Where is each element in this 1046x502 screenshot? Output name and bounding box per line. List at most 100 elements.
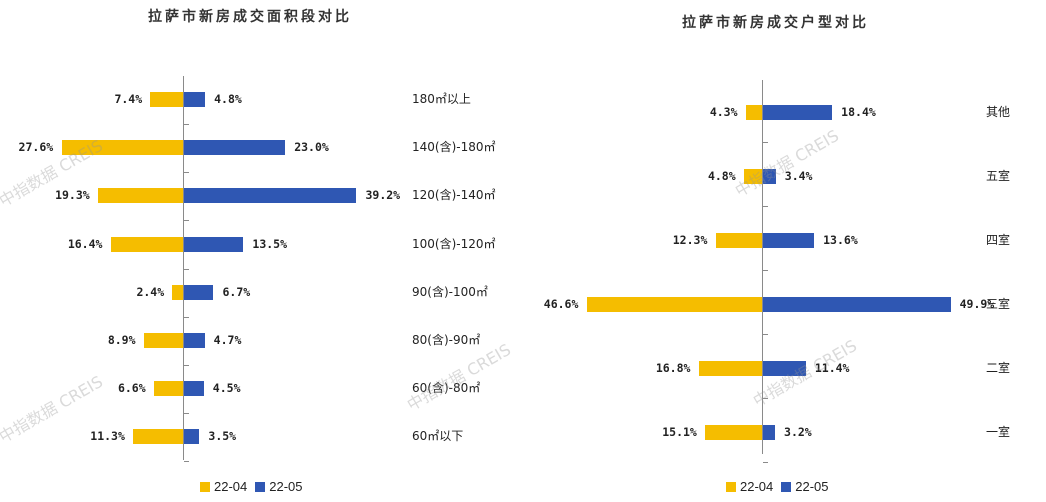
value-label-22-05: 11.4% [814, 361, 850, 375]
value-label-22-04: 12.3% [672, 233, 708, 247]
bar-22-04 [110, 236, 183, 252]
category-label: 90(含)-100㎡ [412, 284, 488, 299]
value-label-22-04: 15.1% [662, 425, 697, 439]
category-label: 一室 [986, 425, 1011, 439]
legend-swatch-22-04 [726, 481, 736, 492]
bar-22-05 [184, 333, 205, 348]
value-label-22-04: 16.4% [67, 236, 103, 251]
value-label-22-05: 39.2% [365, 188, 401, 203]
bar-22-04 [586, 297, 762, 312]
axis-tick [763, 270, 768, 271]
category-label: 其他 [986, 105, 1011, 119]
value-label-22-05: 4.5% [212, 381, 241, 396]
axis-tick [184, 316, 189, 318]
category-label: 120(含)-140㎡ [412, 188, 496, 203]
value-label-22-04: 16.8% [655, 361, 691, 375]
bar-22-04 [715, 233, 762, 248]
axis-tick [184, 461, 189, 463]
bar-22-05 [184, 284, 214, 300]
value-label-22-04: 11.3% [90, 429, 125, 444]
value-label-22-05: 3.2% [784, 425, 812, 439]
bar-22-04 [698, 361, 762, 376]
y-axis [183, 76, 184, 460]
value-label-22-04: 4.3% [709, 105, 738, 119]
category-label: 四室 [986, 233, 1011, 247]
legend-swatch-22-05 [255, 481, 266, 492]
y-axis [762, 80, 763, 454]
bar-22-05 [184, 92, 206, 107]
axis-tick [763, 462, 768, 463]
axis-tick [763, 334, 768, 335]
value-label-22-05: 23.0% [294, 140, 329, 155]
axis-tick [184, 268, 189, 270]
category-label: 140(含)-180㎡ [412, 140, 496, 155]
category-label: 80(含)-90㎡ [412, 333, 481, 347]
axis-tick [184, 413, 189, 415]
bar-22-04 [743, 169, 762, 184]
axis-tick [184, 172, 189, 174]
legend-swatch-22-04 [200, 481, 210, 492]
bar-22-04 [745, 105, 762, 120]
value-label-22-04: 27.6% [18, 140, 54, 155]
value-label-22-04: 8.9% [107, 333, 136, 347]
unit-type-chart: 拉萨市新房成交户型对比 4.3% 18.4% 其他 4.8% 3.4% 五室 12.3% 13… [520, 0, 1046, 502]
value-label-22-05: 18.4% [841, 105, 876, 119]
category-label: 180㎡以上 [412, 92, 471, 106]
axis-tick [184, 220, 189, 222]
chart-legend: 22-04 22-05 [200, 479, 303, 494]
value-label-22-04: 2.4% [136, 284, 165, 299]
value-label-22-04: 46.6% [543, 297, 579, 311]
axis-tick [184, 124, 189, 125]
bar-22-05 [763, 233, 815, 248]
bar-22-04 [150, 92, 183, 107]
bar-22-05 [763, 425, 776, 440]
legend-label: 22-05 [795, 479, 829, 494]
bar-22-05 [184, 429, 200, 445]
value-label-22-04: 6.6% [117, 381, 146, 396]
bar-22-04 [143, 333, 183, 348]
bar-22-05 [763, 169, 776, 184]
axis-tick [184, 365, 189, 366]
watermark: 中指数据 CREIS [403, 339, 515, 415]
value-label-22-05: 13.5% [252, 236, 288, 251]
chart-legend: 22-04 22-05 [726, 479, 829, 494]
bar-22-05 [184, 381, 204, 397]
bar-22-04 [98, 188, 183, 204]
axis-tick [763, 398, 768, 399]
value-label-22-05: 6.7% [222, 284, 251, 299]
category-label: 60㎡以下 [412, 429, 464, 444]
chart-title: 拉萨市新房成交户型对比 [682, 15, 869, 31]
value-label-22-04: 7.4% [114, 92, 143, 106]
bar-22-05 [763, 361, 806, 376]
bar-22-04 [133, 429, 183, 445]
bar-22-05 [763, 297, 951, 312]
chart-title: 拉萨市新房成交面积段对比 [148, 9, 352, 25]
axis-tick [763, 142, 768, 143]
bar-22-05 [184, 236, 244, 252]
legend-swatch-22-05 [781, 481, 792, 492]
value-label-22-05: 3.5% [208, 429, 237, 444]
category-label: 五室 [986, 169, 1011, 183]
category-label: 三室 [986, 297, 1011, 311]
area-segment-chart: 拉萨市新房成交面积段对比 7.4% 4.8% 180㎡以上 27.6% 23.0% 140… [0, 0, 520, 502]
category-label: 二室 [986, 361, 1011, 375]
value-label-22-05: 49.9% [959, 297, 995, 311]
bar-22-04 [705, 425, 762, 440]
value-label-22-05: 4.8% [214, 92, 242, 106]
legend-label: 22-04 [740, 479, 774, 494]
watermark: 中指数据 CREIS [731, 125, 843, 201]
value-label-22-05: 13.6% [823, 233, 858, 247]
bar-22-05 [184, 140, 286, 156]
bar-22-05 [184, 188, 357, 204]
legend-label: 22-05 [269, 479, 303, 494]
value-label-22-05: 4.7% [213, 333, 242, 347]
legend-label: 22-04 [214, 479, 248, 494]
category-label: 100(含)-120㎡ [412, 236, 496, 251]
value-label-22-04: 19.3% [55, 188, 90, 203]
value-label-22-05: 3.4% [784, 169, 813, 183]
bar-22-05 [763, 105, 833, 120]
category-label: 60(含)-80㎡ [412, 381, 481, 396]
value-label-22-04: 4.8% [707, 169, 736, 183]
bar-22-04 [61, 140, 183, 156]
bar-22-04 [172, 284, 183, 300]
